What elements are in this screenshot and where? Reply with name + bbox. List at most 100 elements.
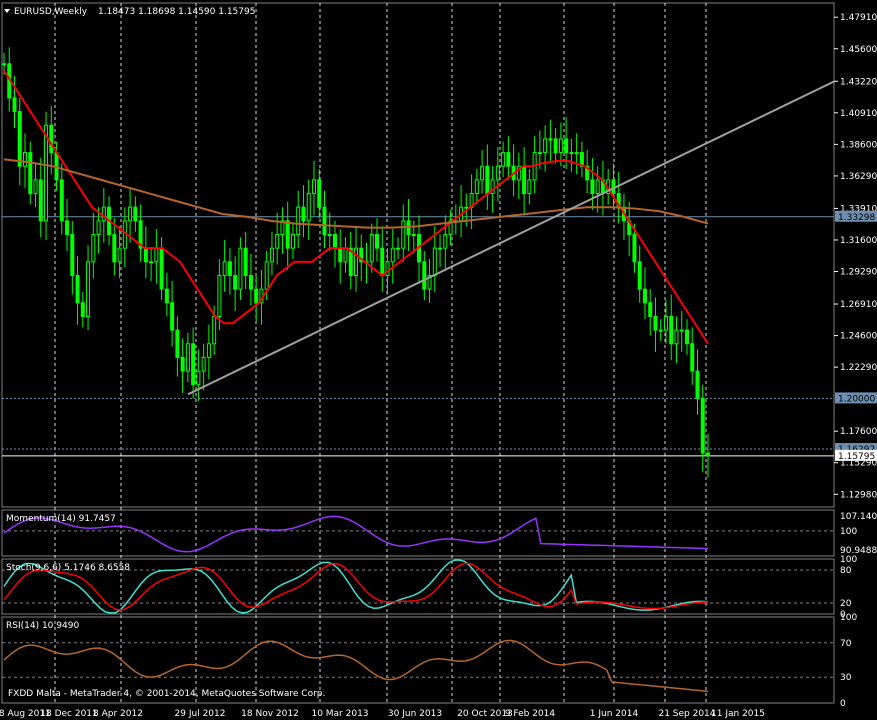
candle-body [70,234,75,276]
indicator-y-tick-label: 20 [840,599,852,609]
candle-body [317,179,322,208]
y-tick-label: 1.26910 [840,300,877,310]
candle-body [96,220,101,236]
candle-body [233,274,238,290]
candle-body [17,111,22,167]
indicator-y-tick-label: 100 [840,613,857,623]
indicator-title: RSI(14) 10.9490 [6,621,79,631]
candle-body [637,261,642,290]
candle-body [558,138,563,154]
candle-body [332,234,337,249]
candle-body [663,315,668,331]
x-tick-label: 29 Jul 2012 [175,709,226,719]
candle-body [569,152,574,155]
candle-body [254,288,259,304]
candle-body [159,247,164,290]
y-tick-label: 1.43220 [840,77,877,87]
price-level-tag [835,392,877,404]
y-tick-label: 1.24600 [840,332,877,342]
candle-body [86,261,91,317]
y-tick-label: 1.45600 [840,45,877,55]
candle-body [280,220,285,236]
y-tick-label: 1.15290 [840,459,877,469]
candle-body [611,179,616,195]
x-tick-label: 8 Apr 2012 [93,709,143,719]
candle-body [175,329,180,358]
candle-body [390,247,395,263]
candle-body [343,247,348,263]
indicator-y-tick-label: 90.9488 [840,546,877,556]
candle-body [564,138,569,154]
candle-body [91,234,96,263]
candle-body [196,370,201,386]
candle-body [653,315,658,331]
candle-body [75,274,80,304]
candle-body [33,179,38,195]
y-tick-label: 1.47910 [840,13,877,23]
panel-frame-3 [1,616,835,704]
candle-body [23,152,28,167]
indicator-y-tick-label: 100 [840,527,857,537]
candle-body [595,179,600,195]
candle-body [700,397,705,454]
candle-body [674,329,679,345]
candle-body [348,247,353,276]
candle-body [2,63,6,66]
candle-body [385,261,390,276]
candle-body [359,247,364,263]
rsi-line [3,639,709,693]
candle-body [191,343,196,386]
indicator-title: Stoch(9,6,6) 5.1746 8.6558 [6,563,130,573]
trendline[interactable] [187,80,835,396]
candle-body [206,343,211,358]
candle-body [369,234,374,263]
candle-body [516,165,521,181]
candle-body [138,220,143,249]
candle-body [401,220,406,249]
candle-body [548,138,553,141]
candle-body [464,206,469,209]
candle-body [170,302,175,331]
candle-body [527,179,532,195]
y-tick-label: 1.40910 [840,109,877,119]
candle-body [679,329,684,332]
symbol-header: EURUSD,Weekly [14,7,88,17]
candle-body [117,247,122,263]
candle-body [490,179,495,195]
ohlc-header: 1.18473 1.18698 1.14590 1.15795 [98,7,255,17]
candle-body [438,247,443,250]
candle-body [684,329,689,345]
candle-body [585,165,590,181]
candle-body [154,247,159,263]
candle-body [485,165,490,195]
candle-body [28,152,33,195]
indicator-y-tick-label: 70 [840,639,852,649]
candle-body [338,247,343,263]
x-tick-label: 11 Jan 2015 [711,709,765,719]
copyright-text: FXDD Malta - MetaTrader 4, © 2001-2014, … [8,689,325,699]
indicator-y-tick-label: 80 [840,566,852,576]
price-level-tag [835,210,877,222]
candle-body [422,261,427,290]
candle-body [501,152,506,167]
header-dropdown-icon[interactable] [4,9,10,13]
x-tick-label: 28 Aug 2011 [0,709,51,719]
y-tick-label: 1.17600 [840,427,877,437]
candle-body [143,247,148,263]
candle-body [101,206,106,222]
candle-body [642,288,647,304]
candle-body [201,356,206,372]
candle-body [275,234,280,249]
price-level-label: 1.20000 [838,394,875,404]
candle-body [448,220,453,236]
candle-body [59,179,64,222]
y-tick-label: 1.36290 [840,172,877,182]
candle-body [238,247,243,290]
moving-average-slow-line [3,158,709,229]
candle-body [311,179,316,195]
candle-body [227,261,232,276]
x-tick-label: 20 Oct 2013 [457,709,513,719]
y-tick-label: 1.38600 [840,140,877,150]
candle-body [658,329,663,332]
